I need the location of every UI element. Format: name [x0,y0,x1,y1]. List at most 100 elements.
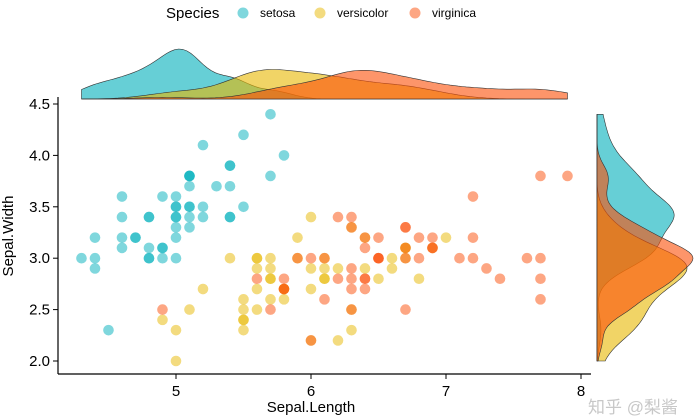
point-setosa [211,180,222,192]
point-virginica [359,273,371,285]
y-tick-label: 3.5 [29,199,50,216]
point-virginica [562,170,573,182]
point-virginica [400,222,411,233]
point-setosa [116,242,128,254]
point-setosa [238,129,249,141]
point-setosa [170,232,182,243]
point-versicolor [170,324,182,336]
legend-label-setosa: setosa [260,6,296,20]
right-marginal-density [596,113,694,362]
points-layer [76,108,573,367]
x-tick-label: 7 [442,383,450,400]
point-setosa [224,160,236,171]
point-setosa [184,211,195,223]
point-versicolor [265,294,276,305]
point-versicolor [413,273,425,285]
point-virginica [346,222,357,233]
point-virginica [359,283,371,295]
point-setosa [76,252,87,264]
y-tick-label: 4.5 [29,96,50,113]
density-virginica [596,114,694,362]
legend-label-versicolor: versicolor [337,6,388,20]
point-setosa [116,211,128,223]
point-setosa [197,201,209,213]
point-virginica [346,283,357,295]
point-versicolor [305,211,317,223]
point-versicolor [265,252,276,264]
point-virginica [359,232,371,243]
point-virginica [373,232,384,243]
y-tick-label: 4.0 [29,147,50,164]
point-virginica [535,294,546,305]
point-virginica [346,211,357,223]
point-virginica [535,252,546,264]
point-versicolor [278,294,290,305]
point-versicolor [292,232,303,243]
point-versicolor [238,304,249,315]
point-setosa [130,232,141,243]
point-setosa [157,242,168,254]
point-versicolor [157,314,168,326]
point-virginica [467,191,479,202]
point-versicolor [440,232,452,243]
point-versicolor [319,273,330,285]
point-virginica [481,263,492,274]
point-versicolor [332,335,344,346]
point-versicolor [373,273,384,285]
point-setosa [89,263,101,274]
y-axis-title: Sepal.Width [0,196,17,277]
point-setosa [184,180,195,192]
point-setosa [265,108,276,120]
legend-label-virginica: virginica [432,6,476,20]
x-tick-label: 5 [172,383,180,400]
point-versicolor [184,304,195,315]
point-virginica [359,242,371,254]
point-virginica [319,252,330,264]
x-axis-title: Sepal.Length [267,399,355,416]
point-versicolor [251,252,263,264]
point-virginica [332,273,344,285]
point-virginica [413,232,425,243]
y-tick-label: 2.0 [29,353,50,370]
point-virginica [400,304,411,315]
point-virginica [265,304,276,315]
legend-title: Species [166,5,219,22]
point-versicolor [265,273,276,285]
point-setosa [170,211,182,223]
point-virginica [467,232,479,243]
point-setosa [224,211,236,223]
point-versicolor [305,283,317,295]
point-setosa [224,180,236,192]
point-virginica [521,252,533,264]
point-virginica [319,294,330,305]
point-versicolor [224,252,236,264]
point-setosa [89,232,101,243]
legend-key-setosa [237,7,249,19]
point-virginica [157,304,168,315]
point-virginica [346,304,357,315]
point-versicolor [359,263,371,274]
point-setosa [116,232,128,243]
point-setosa [170,222,182,233]
top-marginal-density [81,48,568,100]
point-setosa [170,201,182,213]
point-setosa [238,201,249,213]
point-setosa [103,324,114,336]
point-setosa [89,252,101,264]
point-virginica [251,273,263,285]
x-tick-label: 8 [577,383,585,400]
point-versicolor [346,324,357,336]
point-setosa [143,252,155,264]
y-tick-label: 3.0 [29,250,50,267]
point-versicolor [386,252,398,264]
point-virginica [332,211,344,223]
point-setosa [170,191,182,202]
point-versicolor [238,294,249,305]
point-versicolor [332,263,344,274]
x-tick-label: 6 [307,383,315,400]
point-virginica [292,252,303,264]
point-setosa [170,252,182,264]
point-setosa [184,170,195,182]
point-versicolor [238,314,249,326]
